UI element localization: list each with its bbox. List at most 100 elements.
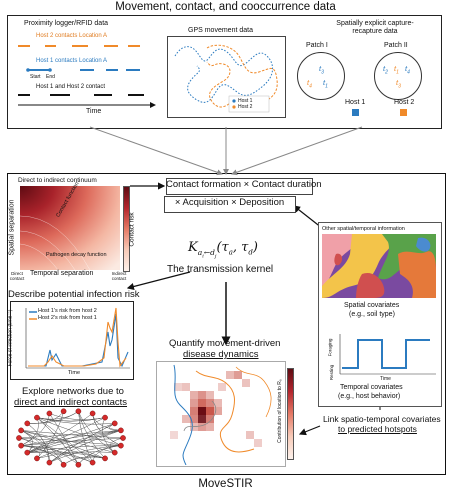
hotspot-cell	[190, 391, 198, 399]
hotspot-cell	[182, 415, 190, 423]
risk-yaxis: Force of infection (time⁻¹)	[7, 309, 14, 367]
network-edge	[36, 411, 64, 459]
network-edge	[36, 451, 115, 459]
hotspot-cell	[206, 407, 214, 415]
data-sources-panel	[7, 15, 442, 129]
network-edge	[78, 411, 93, 463]
logger-end-label: End	[46, 74, 55, 80]
continuum-title: Direct to indirect continuum	[18, 177, 97, 184]
quantify-title-line2: disease dynamics	[183, 349, 259, 360]
continuum-direct-label: Direct contact	[9, 271, 25, 281]
hotspot-cell	[190, 399, 198, 407]
gps-legend-host1: Host 1	[238, 98, 253, 104]
network-edge	[63, 456, 106, 465]
hotspot-cell	[226, 371, 234, 379]
hotspot-cell	[198, 391, 206, 399]
behavior-time: Time	[380, 376, 391, 382]
transmission-kernel-formula: Kai←dj(τa, τd)	[188, 240, 258, 260]
network-edge	[78, 411, 115, 453]
continuum-yaxis: Spatial separation	[8, 199, 16, 256]
logger-title: Proximity logger/RFID data	[24, 20, 109, 27]
hotspot-cell	[170, 431, 178, 439]
risk-title: Describe potential infection risk	[8, 289, 140, 300]
hotspot-cell	[206, 415, 214, 423]
hotspot-cell	[242, 379, 250, 387]
hotspot-cell	[214, 399, 222, 407]
hotspot-cell	[254, 439, 262, 447]
hotspot-cell	[198, 415, 206, 423]
patch1-capture-1: t3	[319, 64, 324, 76]
logger-row3-label: Host 1 and Host 2 contact	[36, 84, 106, 90]
spatial-covariates-line2: (e.g., soil type)	[349, 311, 395, 318]
network-edge	[27, 413, 93, 453]
network-node	[102, 414, 108, 421]
network-edge	[27, 452, 93, 463]
link-line1: Link spatio-temporal covariates	[323, 414, 441, 424]
network-node	[120, 435, 126, 441]
risk-legend-host2: Host 2's risk from host 1	[38, 315, 97, 321]
hotspot-cell	[182, 383, 190, 391]
network-node	[34, 414, 40, 421]
network-edge	[36, 430, 121, 459]
network-node	[118, 427, 124, 434]
network-edge	[27, 430, 121, 453]
network-node	[75, 408, 82, 415]
network-node	[89, 459, 96, 466]
network-node	[16, 435, 22, 441]
hotspot-cell	[198, 423, 206, 431]
spatial-covariates-line1: Spatial covariates	[344, 302, 400, 309]
network-edge	[36, 417, 106, 422]
continuum-indirect-label: Indirect contact	[111, 271, 127, 281]
hotspot-cell	[234, 371, 242, 379]
acquisition-box	[164, 196, 296, 213]
network-edge	[36, 417, 79, 465]
hotspot-map	[170, 364, 272, 465]
temporal-covariates-line2: (e.g., host behavior)	[338, 393, 401, 400]
network-node	[102, 455, 108, 462]
soil-map	[322, 234, 436, 298]
network-edge	[21, 430, 115, 453]
patch2-capture-3: t4	[405, 64, 410, 76]
gps-plot-frame	[167, 36, 286, 118]
network-edge	[21, 430, 121, 446]
network-edge	[49, 445, 121, 463]
hotspot-cell	[198, 399, 206, 407]
patch2-capture-2: t1	[394, 64, 399, 76]
network-edge	[27, 445, 121, 453]
gps-tracks	[174, 44, 278, 113]
patch2-capture-4: t3	[396, 78, 401, 90]
hotspot-cell	[206, 399, 214, 407]
patch1-capture-3: t1	[323, 78, 328, 90]
network-edge	[18, 437, 79, 465]
continuum-heatmap	[20, 186, 120, 270]
network-node	[18, 442, 24, 449]
network-node	[18, 427, 24, 434]
network-node	[46, 459, 53, 466]
patch1-capture-2: t4	[307, 78, 312, 90]
hotspot-cell	[246, 431, 254, 439]
movestir-label: MoveSTIR	[198, 478, 253, 490]
hotspot-cell	[206, 391, 214, 399]
network-node	[75, 461, 82, 468]
network-node	[24, 420, 31, 427]
capture-title: Spatially explicit capture-recapture dat…	[336, 20, 414, 35]
logger-row1-label: Host 2 contacts Location A	[36, 33, 108, 39]
network-title-line1: Explore networks due to	[22, 386, 124, 397]
patch2-label: Patch II	[384, 42, 408, 49]
risk-legend-host1: Host 1's risk from host 2	[38, 308, 97, 314]
contact-network	[16, 408, 126, 468]
continuum-xaxis: Temporal separation	[30, 270, 94, 277]
hotspot-cell	[190, 423, 198, 431]
network-edge	[18, 430, 121, 439]
transmission-kernel-label: The transmission kernel	[167, 264, 274, 275]
network-edge	[49, 423, 115, 463]
quantify-title-line1: Quantify movement-driven	[169, 338, 281, 349]
patch2-capture-1: t2	[383, 64, 388, 76]
hotspot-cell	[206, 423, 214, 431]
contact-formation-box	[166, 178, 313, 195]
network-node	[60, 461, 67, 468]
patch1-label: Patch I	[306, 42, 328, 49]
logger-time-label: Time	[86, 108, 102, 115]
contact-formation-text: Contact formation × Contact duration	[166, 179, 322, 190]
